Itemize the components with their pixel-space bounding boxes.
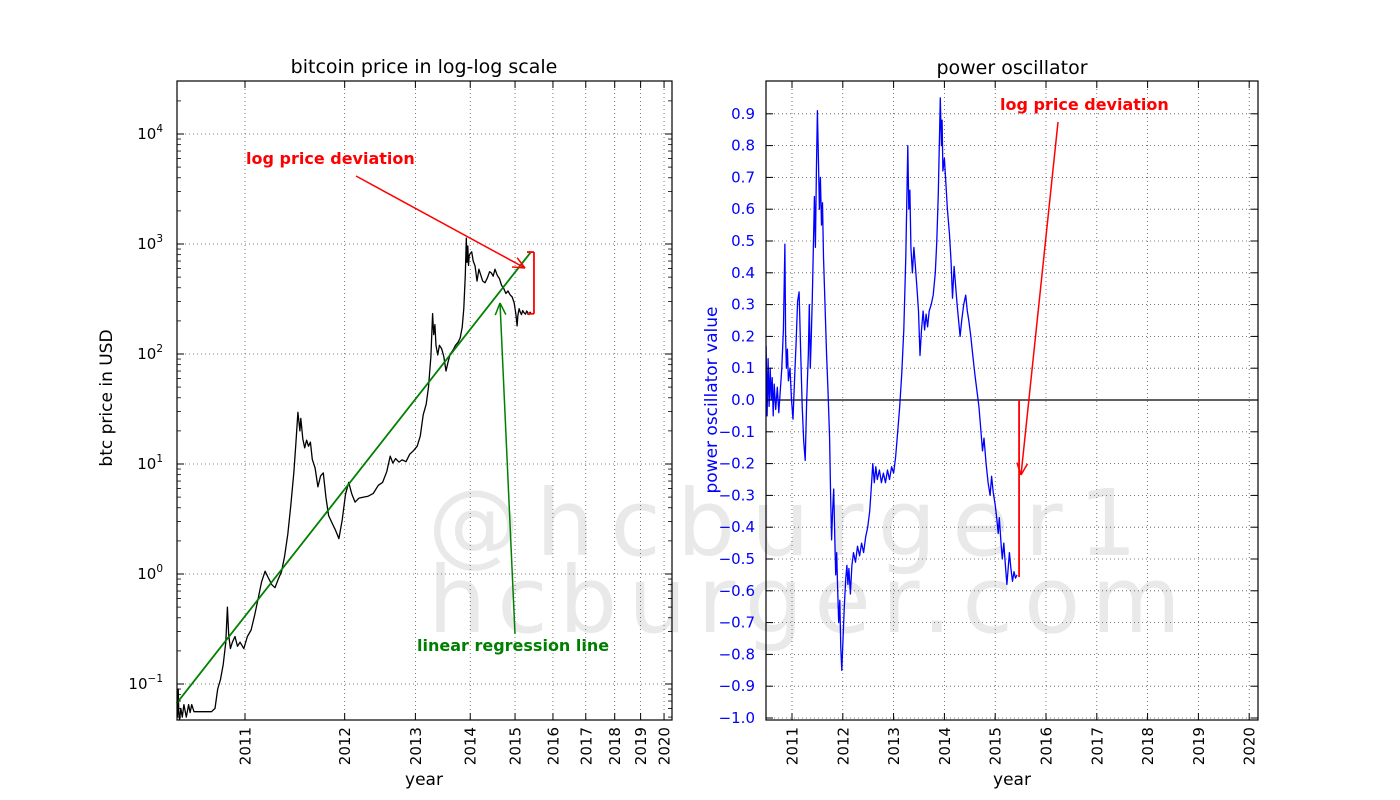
- y-tick-label: 0.1: [731, 359, 755, 377]
- y-tick-label: 0.3: [731, 296, 755, 314]
- annotation-arrow: [355, 175, 526, 269]
- y-tick-label: −0.1: [719, 423, 755, 441]
- x-tick-label: 2017: [577, 727, 595, 765]
- left-chart-title: bitcoin price in log-log scale: [290, 56, 558, 78]
- regression-line: [176, 251, 532, 704]
- x-tick-label: 2019: [1190, 727, 1208, 765]
- power-oscillator-series: [766, 97, 1018, 671]
- watermark-line2: hcburger.com: [428, 547, 1192, 654]
- y-tick-label: 0.0: [731, 391, 755, 409]
- annotation-arrowhead: [494, 302, 501, 316]
- x-tick-label: 2020: [1241, 727, 1259, 765]
- x-tick-label: 2013: [407, 727, 425, 765]
- y-tick-label: 0.7: [731, 168, 755, 186]
- y-tick-label: 10−1: [128, 673, 163, 693]
- x-tick-label: 2014: [936, 727, 954, 765]
- x-tick-label: 2017: [1088, 727, 1106, 765]
- x-tick-label: 2011: [784, 727, 802, 765]
- x-tick-label: 2016: [1038, 727, 1056, 765]
- right-chart-title: power oscillator: [936, 57, 1088, 79]
- x-tick-label: 2019: [632, 727, 650, 765]
- y-tick-label: 100: [137, 563, 163, 583]
- left-xaxis-label: year: [405, 770, 443, 790]
- x-tick-label: 2014: [462, 727, 480, 765]
- x-tick-label: 2011: [237, 727, 255, 765]
- plot-border: [176, 80, 673, 721]
- x-tick-label: 2012: [336, 727, 354, 765]
- btc-price-plot: 2011 2012 2013 2014 2015 2016 2017 2018 2019 2020…: [128, 80, 674, 765]
- y-tick-label: 102: [137, 343, 163, 363]
- right-xaxis-label: year: [993, 770, 1031, 790]
- right-yaxis-label: power oscillator value: [702, 306, 722, 494]
- y-tick-label: −0.9: [719, 677, 755, 695]
- y-tick-label: 0.4: [731, 264, 755, 282]
- y-tick-label: 0.5: [731, 232, 755, 250]
- annotation-btc-price-1: linear regression line: [417, 636, 610, 655]
- x-tick-label: 2020: [656, 727, 674, 765]
- y-tick-label: 103: [137, 233, 163, 253]
- y-tick-label: 101: [137, 453, 163, 473]
- annotation-arrowhead: [1020, 463, 1029, 476]
- x-tick-label: 2015: [987, 727, 1005, 765]
- y-tick-label: −0.3: [719, 486, 755, 504]
- y-tick-label: −0.2: [719, 455, 755, 473]
- annotation-power-oscillator-0: log price deviation: [1000, 95, 1169, 114]
- y-tick-label: −0.4: [719, 518, 755, 536]
- power-oscillator-plot: 2011 2012 2013 2014 2015 2016 2017 2018 2019 2020…: [719, 80, 1259, 765]
- annotation-arrowhead: [1016, 462, 1022, 476]
- annotation-btc-price-0: log price deviation: [246, 149, 415, 168]
- y-tick-label: −0.8: [719, 645, 755, 663]
- y-tick-label: 0.9: [731, 105, 755, 123]
- x-tick-label: 2018: [1139, 727, 1157, 765]
- annotation-arrowhead: [511, 266, 526, 269]
- x-tick-label: 2016: [544, 727, 562, 765]
- left-yaxis-label: btc price in USD: [97, 329, 117, 467]
- y-tick-label: 0.6: [731, 200, 755, 218]
- y-tick-label: −1.0: [719, 709, 755, 727]
- x-tick-label: 2015: [507, 727, 525, 765]
- annotation-arrowhead: [499, 302, 507, 315]
- y-tick-label: −0.5: [719, 550, 755, 568]
- y-tick-label: 0.2: [731, 327, 755, 345]
- x-tick-label: 2013: [885, 727, 903, 765]
- y-tick-label: −0.7: [719, 614, 755, 632]
- y-tick-label: 0.8: [731, 137, 755, 155]
- y-tick-label: −0.6: [719, 582, 755, 600]
- annotation-arrow: [1020, 121, 1059, 476]
- x-tick-label: 2018: [606, 727, 624, 765]
- y-tick-label: 104: [137, 123, 163, 143]
- x-tick-label: 2012: [834, 727, 852, 765]
- annotation-arrow: [499, 302, 516, 635]
- btc-price-series: [177, 237, 532, 720]
- annotation-arrowhead: [516, 257, 526, 269]
